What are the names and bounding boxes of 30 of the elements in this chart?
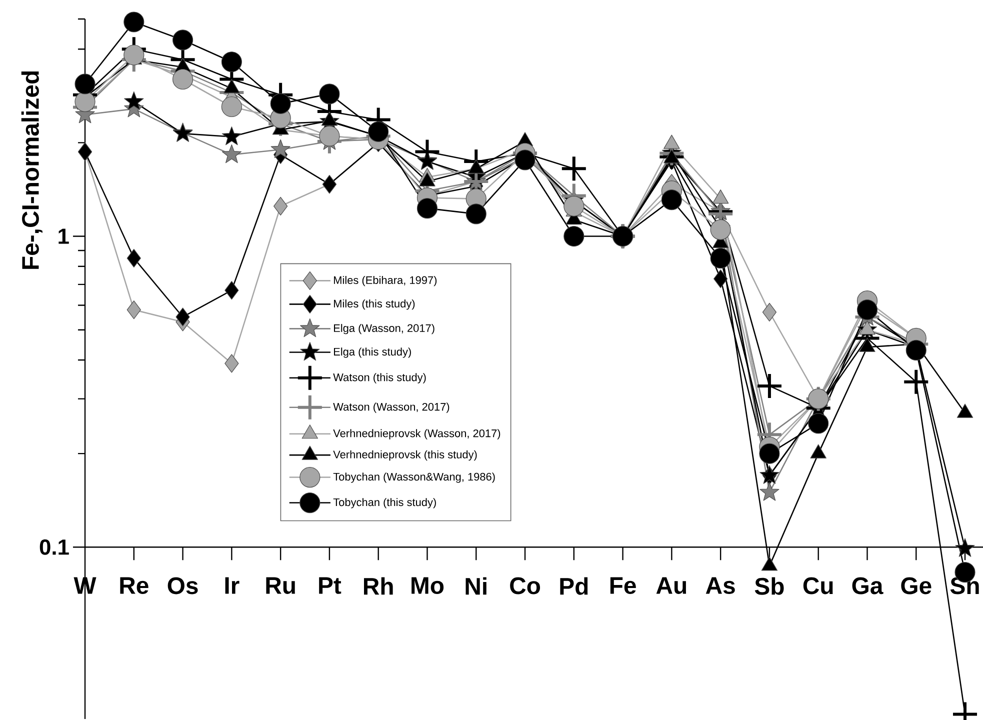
x-tick-label: Cu [803,577,833,594]
legend-label: Tobychan (Wasson&Wang, 1986) [333,472,495,483]
x-tick-label: Os [168,577,198,594]
x-tick-label: Pt [319,577,342,594]
x-tick-label: Co [510,577,540,594]
legend-label: Elga (this study) [334,348,411,358]
legend-label: Verhnednieprovsk (Wasson, 2017) [333,429,500,440]
x-tick-label: Ga [852,577,884,594]
x-tick-label: Re [120,577,148,594]
x-tick-label: Fe [610,577,636,594]
x-tick-label: Mo [412,577,444,594]
legend-label: Verhnednieprovsk (this study) [333,450,477,461]
y-axis-title: Fe-,CI-normalized [21,71,42,269]
x-tick-label: Sb [754,577,784,595]
legend-label: Watson (this study) [333,373,426,384]
legend-label: Miles (Ebihara, 1997) [334,276,437,286]
x-tick-label: Ni [466,577,486,595]
x-tick-label: Au [656,577,686,594]
legend-label: Tobychan (this study) [333,498,436,508]
x-tick-label: As [706,577,735,594]
legend-label: Elga (Wasson, 2017) [334,324,434,334]
x-tick-label: Ge [901,577,932,594]
x-tick-label: Ru [266,577,295,594]
x-tick-label: Rh [364,577,393,595]
x-tick-label: Pd [560,577,588,595]
y-tick-label: 0.1 [40,539,69,555]
x-tick-label: Ir [225,577,240,594]
legend-label: Watson (Wasson, 2017) [333,402,450,413]
y-tick-label: 1 [58,228,69,244]
legend-label: Miles (this study) [334,299,415,310]
